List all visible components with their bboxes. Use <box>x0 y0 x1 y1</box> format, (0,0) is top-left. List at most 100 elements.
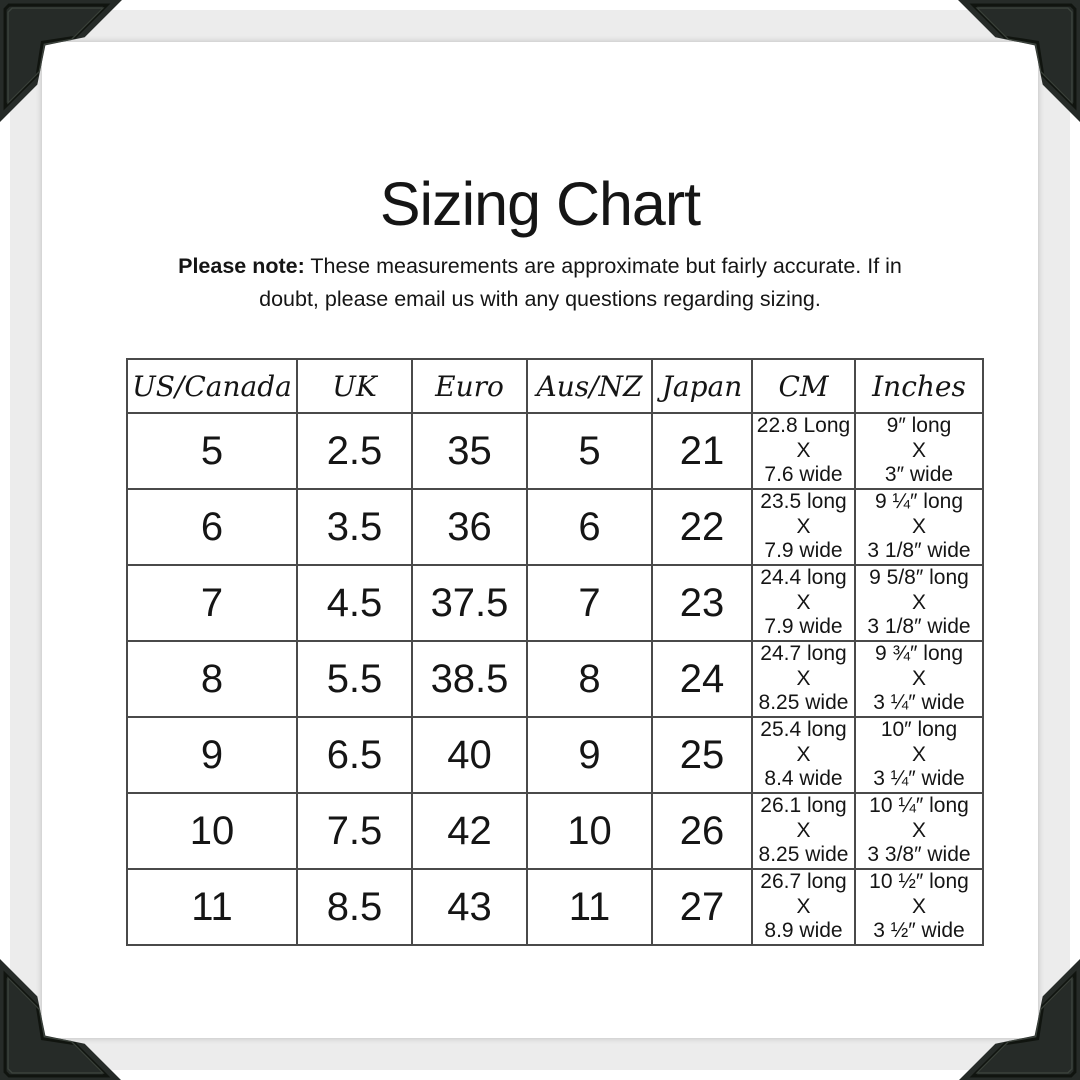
header-japan: Japan <box>651 358 753 414</box>
inches-line: 3″ wide <box>884 463 954 487</box>
note-line1: These measurements are approximate but f… <box>304 253 902 278</box>
header-inches: Inches <box>854 358 984 414</box>
photo-corner-icon <box>0 957 124 1080</box>
header-euro: Euro <box>411 358 528 414</box>
cm-line: 8.25 wide <box>758 691 849 715</box>
cm-line: 26.1 long <box>760 794 847 818</box>
cm-line: X <box>796 590 811 614</box>
cell-japan: 26 <box>651 792 753 870</box>
white-page: Sizing Chart Please note: These measurem… <box>42 42 1038 1038</box>
inches-line: 3 3/8″ wide <box>867 843 971 867</box>
inches-line: X <box>911 514 926 538</box>
cell-cm: 23.5 long X 7.9 wide <box>751 488 856 566</box>
cm-line: X <box>796 438 811 462</box>
note-line2: doubt, please email us with any question… <box>259 286 821 311</box>
header-cm: CM <box>751 358 856 414</box>
cell-uk: 2.5 <box>296 412 413 490</box>
cell-uk: 4.5 <box>296 564 413 642</box>
inches-line: X <box>911 742 926 766</box>
cm-line: 24.7 long <box>760 642 847 666</box>
cm-line: X <box>796 742 811 766</box>
photo-corner-icon <box>956 0 1080 124</box>
cell-cm: 25.4 long X 8.4 wide <box>751 716 856 794</box>
sizing-table-container: US/Canada UK Euro Aus/NZ Japan CM Inches… <box>126 358 984 946</box>
table-row: 10 7.5 42 10 26 26.1 long X 8.25 wide 10… <box>126 792 984 870</box>
header-uk: UK <box>296 358 413 414</box>
cell-aus-nz: 6 <box>526 488 653 566</box>
cm-line: 22.8 Long <box>756 414 851 438</box>
cell-cm: 26.1 long X 8.25 wide <box>751 792 856 870</box>
inches-line: X <box>911 666 926 690</box>
cell-cm: 24.4 long X 7.9 wide <box>751 564 856 642</box>
note: Please note: These measurements are appr… <box>130 250 950 316</box>
cm-line: 26.7 long <box>760 870 847 894</box>
inches-line: 3 1/8″ wide <box>867 615 971 639</box>
header-row: US/Canada UK Euro Aus/NZ Japan CM Inches <box>126 358 984 414</box>
cell-inches: 10 ½″ long X 3 ½″ wide <box>854 868 984 946</box>
inches-line: 9 5/8″ long <box>869 566 969 590</box>
cell-us: 5 <box>126 412 298 490</box>
inches-line: 10″ long <box>880 718 958 742</box>
inches-line: X <box>911 818 926 842</box>
cm-line: 7.9 wide <box>764 615 843 639</box>
cell-aus-nz: 9 <box>526 716 653 794</box>
table-row: 7 4.5 37.5 7 23 24.4 long X 7.9 wide 9 5… <box>126 564 984 642</box>
cm-line: 7.6 wide <box>764 463 843 487</box>
cell-japan: 23 <box>651 564 753 642</box>
cell-aus-nz: 5 <box>526 412 653 490</box>
cell-aus-nz: 11 <box>526 868 653 946</box>
cm-line: X <box>796 818 811 842</box>
cell-aus-nz: 10 <box>526 792 653 870</box>
cell-euro: 36 <box>411 488 528 566</box>
cell-uk: 3.5 <box>296 488 413 566</box>
cell-japan: 27 <box>651 868 753 946</box>
cell-inches: 10 ¼″ long X 3 3/8″ wide <box>854 792 984 870</box>
cm-line: X <box>796 514 811 538</box>
table-row: 6 3.5 36 6 22 23.5 long X 7.9 wide 9 ¼″ … <box>126 488 984 566</box>
cell-cm: 22.8 Long X 7.6 wide <box>751 412 856 490</box>
inches-line: 10 ½″ long <box>869 870 969 894</box>
cell-cm: 26.7 long X 8.9 wide <box>751 868 856 946</box>
cm-line: 8.9 wide <box>764 919 843 943</box>
inches-line: X <box>911 894 926 918</box>
cm-line: X <box>796 894 811 918</box>
cell-us: 10 <box>126 792 298 870</box>
cell-euro: 40 <box>411 716 528 794</box>
cell-aus-nz: 8 <box>526 640 653 718</box>
cell-euro: 42 <box>411 792 528 870</box>
cell-us: 7 <box>126 564 298 642</box>
cm-line: 25.4 long <box>760 718 847 742</box>
inches-line: 3 1/8″ wide <box>867 539 971 563</box>
photo-corner-icon <box>956 957 1080 1080</box>
inches-line: 9″ long <box>886 414 952 438</box>
inches-line: 9 ¼″ long <box>875 490 963 514</box>
cell-uk: 6.5 <box>296 716 413 794</box>
table-row: 8 5.5 38.5 8 24 24.7 long X 8.25 wide 9 … <box>126 640 984 718</box>
inches-line: 3 ½″ wide <box>873 919 965 943</box>
cell-us: 8 <box>126 640 298 718</box>
cell-japan: 21 <box>651 412 753 490</box>
inches-line: 3 ¼″ wide <box>873 691 965 715</box>
cm-line: 8.25 wide <box>758 843 849 867</box>
cm-line: 23.5 long <box>760 490 847 514</box>
cell-euro: 43 <box>411 868 528 946</box>
table-row: 9 6.5 40 9 25 25.4 long X 8.4 wide 10″ l… <box>126 716 984 794</box>
table-row: 11 8.5 43 11 27 26.7 long X 8.9 wide 10 … <box>126 868 984 946</box>
cell-aus-nz: 7 <box>526 564 653 642</box>
cell-cm: 24.7 long X 8.25 wide <box>751 640 856 718</box>
page-title: Sizing Chart <box>379 169 701 238</box>
table-row: 5 2.5 35 5 21 22.8 Long X 7.6 wide 9″ lo… <box>126 412 984 490</box>
cell-us: 11 <box>126 868 298 946</box>
cm-line: 7.9 wide <box>764 539 843 563</box>
cm-line: 8.4 wide <box>764 767 843 791</box>
header-aus-nz: Aus/NZ <box>526 358 653 414</box>
cell-inches: 9 5/8″ long X 3 1/8″ wide <box>854 564 984 642</box>
sizing-table: US/Canada UK Euro Aus/NZ Japan CM Inches… <box>126 358 984 946</box>
inches-line: X <box>911 590 926 614</box>
inches-line: 10 ¼″ long <box>869 794 969 818</box>
cell-euro: 37.5 <box>411 564 528 642</box>
cm-line: X <box>796 666 811 690</box>
cell-euro: 35 <box>411 412 528 490</box>
header-us-canada: US/Canada <box>126 358 298 414</box>
